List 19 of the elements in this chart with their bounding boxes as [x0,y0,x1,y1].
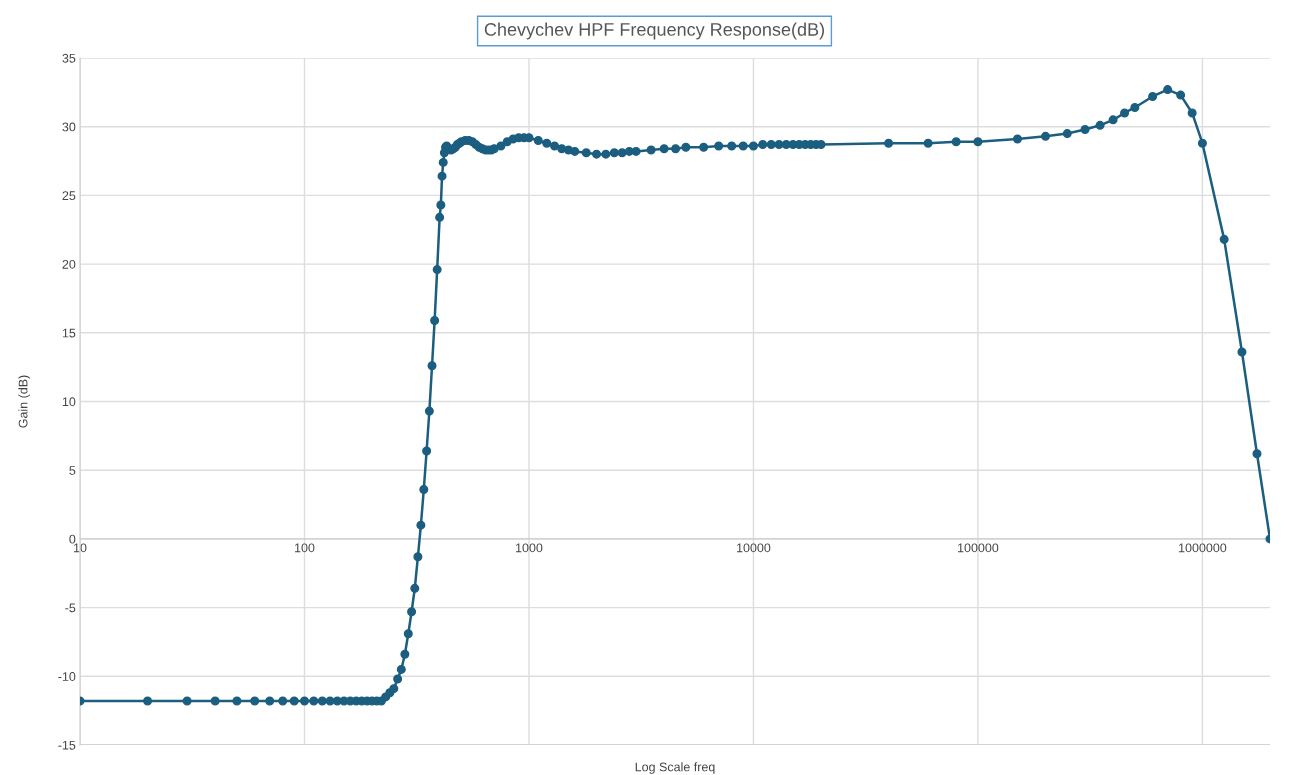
y-axis-title: Gain (dB) [18,375,30,428]
y-tick-label: 5 [69,466,76,475]
y-tick-label: -10 [58,672,76,681]
y-tick-label: 10 [62,397,76,407]
y-tick-label: 25 [62,191,76,201]
chart-title: Chevychev HPF Frequency Response(dB) [484,22,824,40]
y-tick-label: 35 [62,53,76,63]
y-tick-label: -15 [58,740,76,750]
y-tick-label: 30 [62,122,76,132]
x-tick-label: 1000000 [1179,543,1227,553]
x-tick-label: 10000 [737,543,771,553]
y-tick-label: 15 [62,328,76,338]
x-axis-title: Log Scale freq [635,762,715,774]
y-tick-label: 0 [69,534,76,544]
x-tick-label: 100 [295,543,315,553]
x-tick-label: 1000 [516,543,543,553]
x-tick-label: 100000 [958,543,999,553]
y-tick-label: -5 [65,603,76,613]
y-tick-label: 20 [62,259,76,269]
